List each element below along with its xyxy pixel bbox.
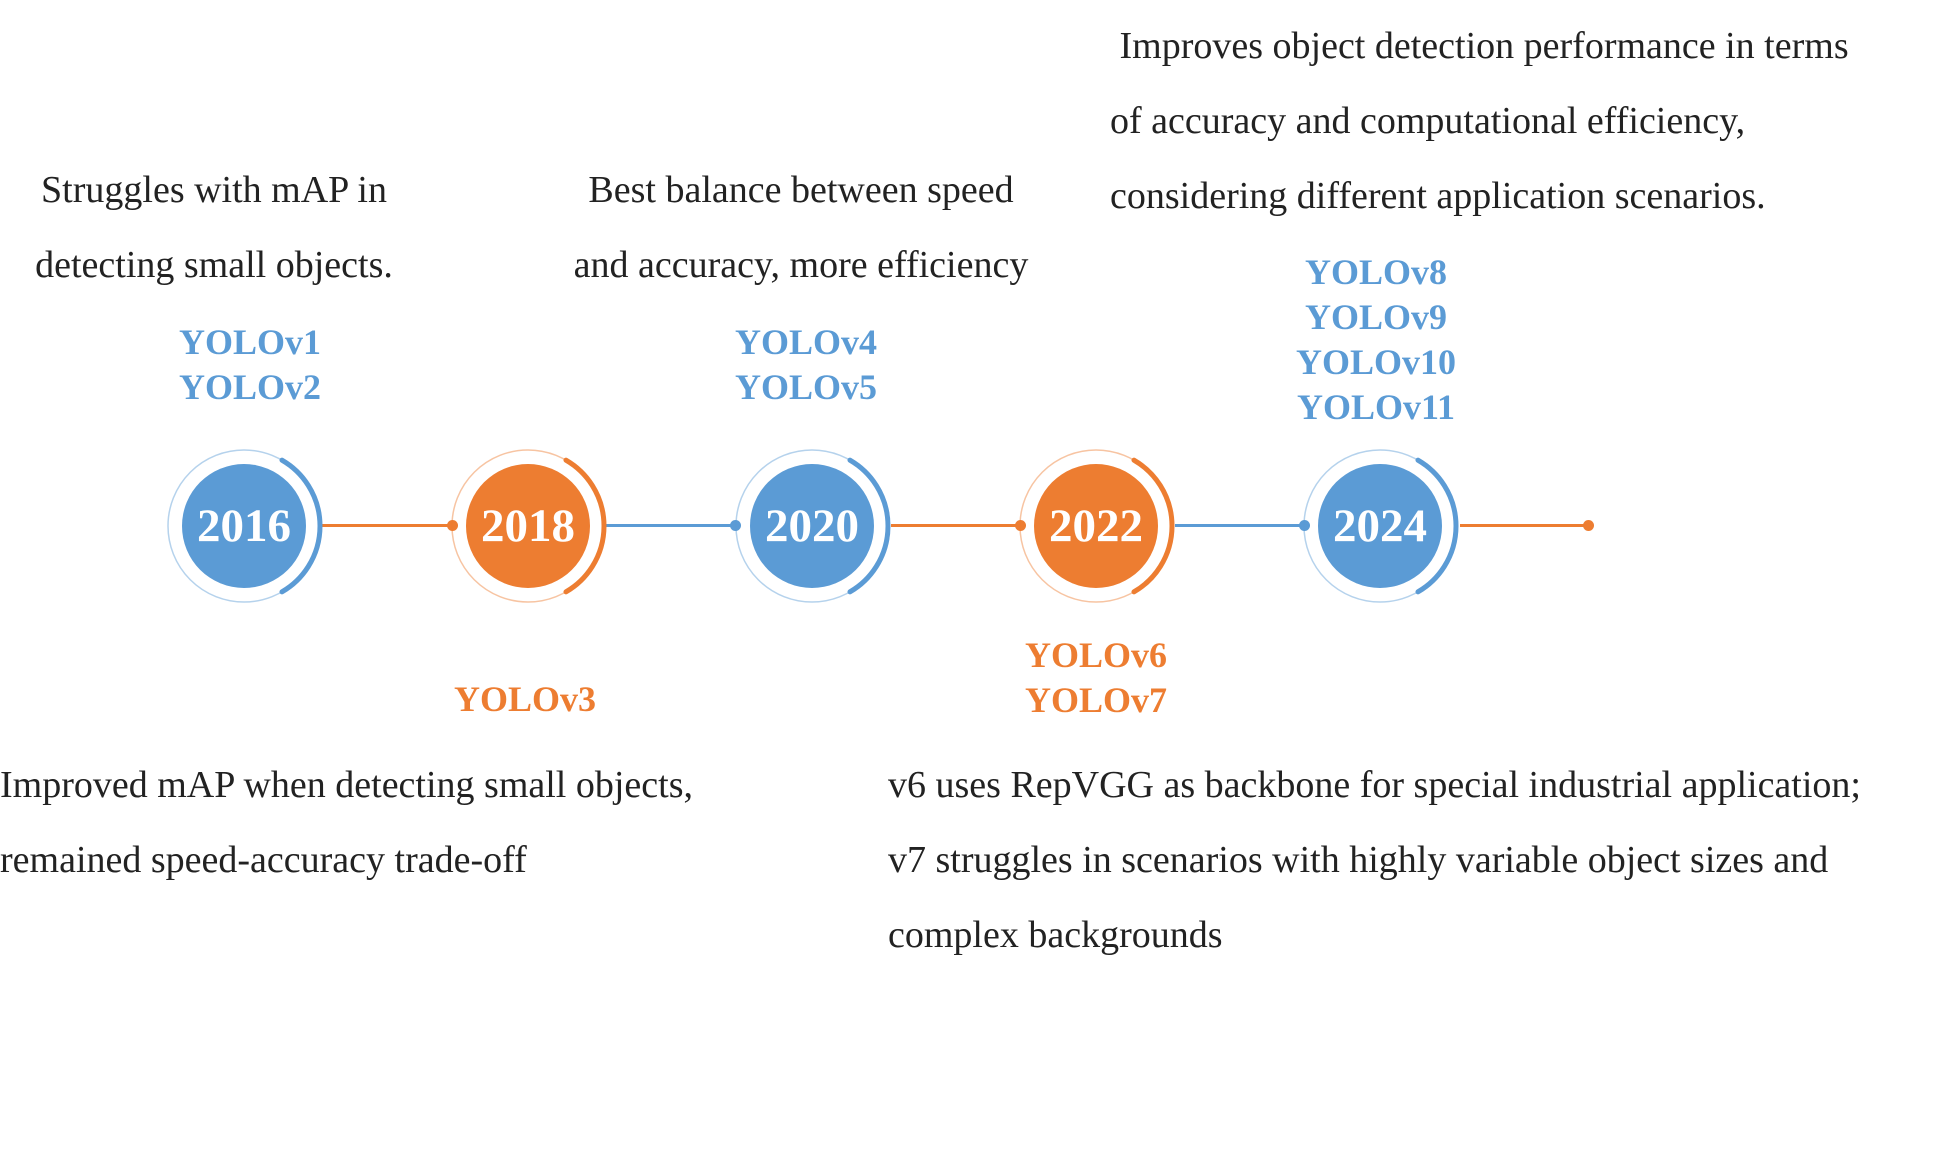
description-line: v7 struggles in scenarios with highly va… xyxy=(888,839,1829,881)
description-line: of accuracy and computational efficiency… xyxy=(1110,100,1746,142)
connector-2024-end xyxy=(1460,524,1588,527)
connector-dot xyxy=(730,520,741,531)
model-label: YOLOv1 xyxy=(178,322,321,362)
year-node-2018: 2018 xyxy=(448,446,608,606)
description-2022: v6 uses RepVGG as backbone for special i… xyxy=(888,748,1861,973)
description-line: considering different application scenar… xyxy=(1110,175,1766,217)
model-label: YOLOv2 xyxy=(178,367,321,407)
description-line: Improves object detection performance in… xyxy=(1110,25,1849,67)
models-2018: YOLOv3 xyxy=(395,677,655,722)
year-label-2022: 2022 xyxy=(1049,500,1143,552)
node-accent-arc xyxy=(563,457,607,595)
timeline-end-dot xyxy=(1583,520,1594,531)
node-disc xyxy=(750,464,874,588)
node-disc xyxy=(1318,464,1442,588)
connector-2018-2020 xyxy=(606,524,736,527)
year-label-2016: 2016 xyxy=(197,500,291,552)
description-2020: Best balance between speed and accuracy,… xyxy=(541,153,1061,303)
models-2016: YOLOv1 YOLOv2 xyxy=(120,320,380,410)
connector-dot xyxy=(1015,520,1026,531)
description-line: and accuracy, more efficiency xyxy=(573,244,1029,286)
year-label-2020: 2020 xyxy=(765,500,859,552)
node-ring-graphic xyxy=(167,449,323,603)
description-line: Improved mAP when detecting small object… xyxy=(0,764,693,806)
model-label: YOLOv4 xyxy=(734,322,877,362)
model-label: YOLOv5 xyxy=(734,367,877,407)
node-accent-arc xyxy=(279,457,323,595)
connector-2020-2022 xyxy=(891,524,1021,527)
description-line: complex backgrounds xyxy=(888,914,1223,956)
year-label-2018: 2018 xyxy=(481,500,575,552)
description-line: Best balance between speed xyxy=(588,169,1014,211)
node-disc xyxy=(466,464,590,588)
node-accent-arc xyxy=(1131,457,1175,595)
model-label: YOLOv8 xyxy=(1304,252,1447,292)
connector-2022-2024 xyxy=(1175,524,1305,527)
model-label: YOLOv6 xyxy=(1024,635,1167,675)
models-2020: YOLOv4 YOLOv5 xyxy=(676,320,936,410)
models-2024: YOLOv8 YOLOv9 YOLOv10 YOLOv11 xyxy=(1246,250,1506,430)
model-label: YOLOv3 xyxy=(453,679,596,719)
description-2018: Improved mAP when detecting small object… xyxy=(0,748,693,898)
node-disc xyxy=(1034,464,1158,588)
node-disc xyxy=(182,464,306,588)
model-label: YOLOv9 xyxy=(1304,297,1447,337)
node-accent-arc xyxy=(847,457,891,595)
year-node-2022: 2022 xyxy=(1016,446,1176,606)
node-ring-graphic xyxy=(1019,449,1175,603)
model-label: YOLOv7 xyxy=(1024,680,1167,720)
model-label: YOLOv10 xyxy=(1295,342,1456,382)
description-2016: Struggles with mAP in detecting small ob… xyxy=(4,153,424,303)
models-2022: YOLOv6 YOLOv7 xyxy=(966,633,1226,723)
connector-dot xyxy=(447,520,458,531)
node-ring-graphic xyxy=(451,449,607,603)
description-line: detecting small objects. xyxy=(35,244,393,286)
year-node-2020: 2020 xyxy=(732,446,892,606)
year-label-2024: 2024 xyxy=(1333,500,1427,552)
description-line: remained speed-accuracy trade-off xyxy=(0,839,527,881)
connector-2016-2018 xyxy=(322,524,454,527)
year-node-2024: 2024 xyxy=(1300,446,1460,606)
description-line: Struggles with mAP in xyxy=(41,169,387,211)
connector-dot xyxy=(1299,520,1310,531)
model-label: YOLOv11 xyxy=(1296,387,1456,427)
node-accent-arc xyxy=(1415,457,1459,595)
description-2024: Improves object detection performance in… xyxy=(1110,9,1849,234)
node-ring-graphic xyxy=(1303,449,1459,603)
node-ring-graphic xyxy=(735,449,891,603)
description-line: v6 uses RepVGG as backbone for special i… xyxy=(888,764,1861,806)
year-node-2016: 2016 xyxy=(164,446,324,606)
